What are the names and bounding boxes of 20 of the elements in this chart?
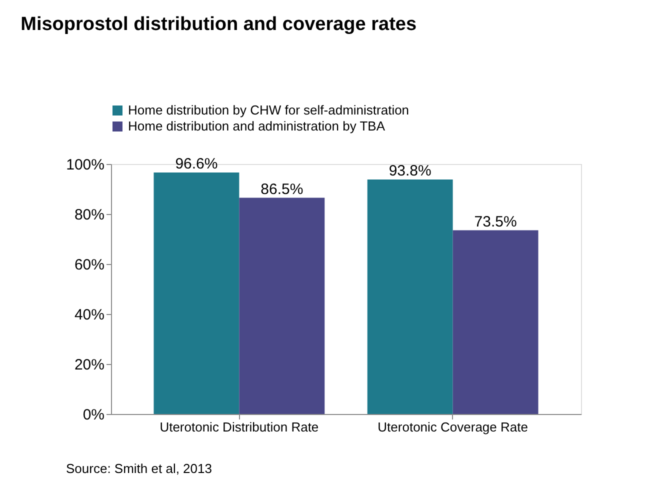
chart-title: Misoprostol distribution and coverage rates [20, 14, 417, 35]
x-tick-label: Uterotonic Distribution Rate [160, 420, 319, 434]
data-label: 73.5% [474, 213, 517, 230]
data-label: 86.5% [260, 180, 304, 198]
data-label: 96.6% [175, 156, 218, 172]
bar [452, 230, 538, 414]
y-tick-label: 60% [74, 256, 104, 274]
y-tick-label: 20% [74, 356, 104, 374]
y-tick-label: 100% [66, 156, 104, 174]
legend-label: Home distribution and administration by TBA [128, 118, 386, 134]
bar [239, 198, 325, 414]
bar [154, 172, 240, 414]
y-tick-label: 0% [82, 406, 104, 424]
data-label: 93.8% [388, 162, 432, 180]
y-tick-label: 40% [74, 306, 104, 324]
bar [367, 180, 453, 414]
x-tick-label: Uterotonic Coverage Rate [378, 420, 528, 434]
legend-label: Home distribution by CHW for self-administration [128, 102, 410, 118]
y-tick-label: 80% [74, 206, 104, 224]
source-note: Source: Smith et al, 2013 [66, 461, 212, 476]
